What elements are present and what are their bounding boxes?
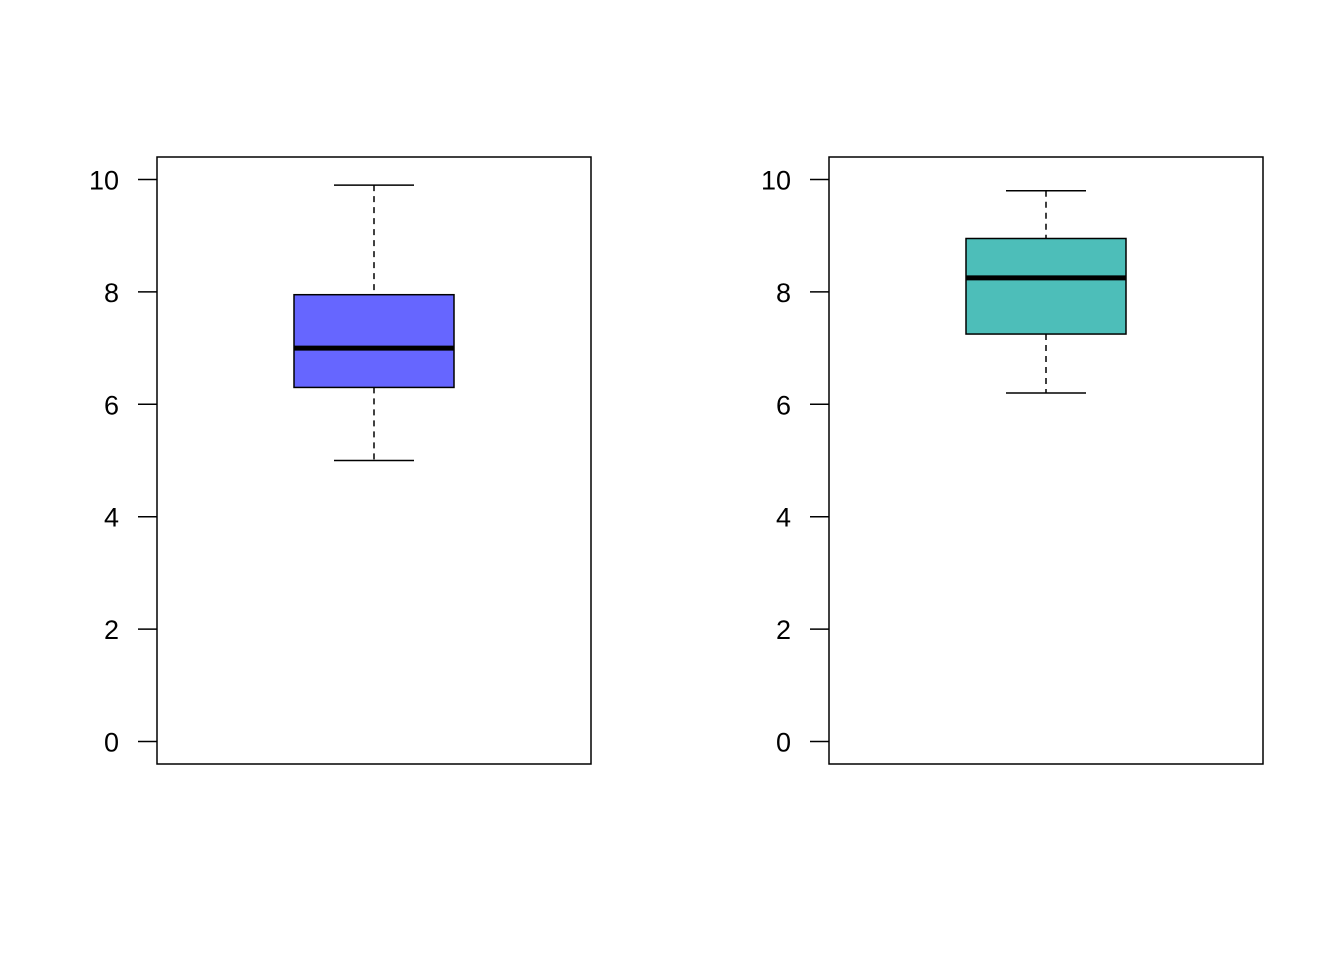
- y-tick-label: 8: [776, 278, 791, 308]
- y-tick-label: 2: [776, 615, 791, 645]
- y-tick-label: 4: [776, 503, 791, 533]
- y-tick-label: 10: [761, 165, 791, 195]
- interquartile-box: [965, 237, 1127, 335]
- plot-frame: [156, 156, 592, 765]
- boxplot-panel-2: 0 2 4 6 8 10: [761, 156, 1264, 765]
- y-tick-label: 0: [776, 728, 791, 758]
- y-axis: 0 2 4 6 8 10: [761, 165, 829, 758]
- y-tick-label: 6: [104, 390, 119, 420]
- y-tick-label: 4: [104, 503, 119, 533]
- interquartile-box: [293, 293, 455, 389]
- y-tick-label: 10: [89, 165, 119, 195]
- boxplot-panel-1: 0 2 4 6 8 10: [89, 156, 592, 765]
- y-tick-label: 8: [104, 278, 119, 308]
- y-tick-label: 0: [104, 728, 119, 758]
- y-axis: 0 2 4 6 8 10: [89, 165, 157, 758]
- plot-frame: [828, 156, 1264, 765]
- y-tick-label: 2: [104, 615, 119, 645]
- y-tick-label: 6: [776, 390, 791, 420]
